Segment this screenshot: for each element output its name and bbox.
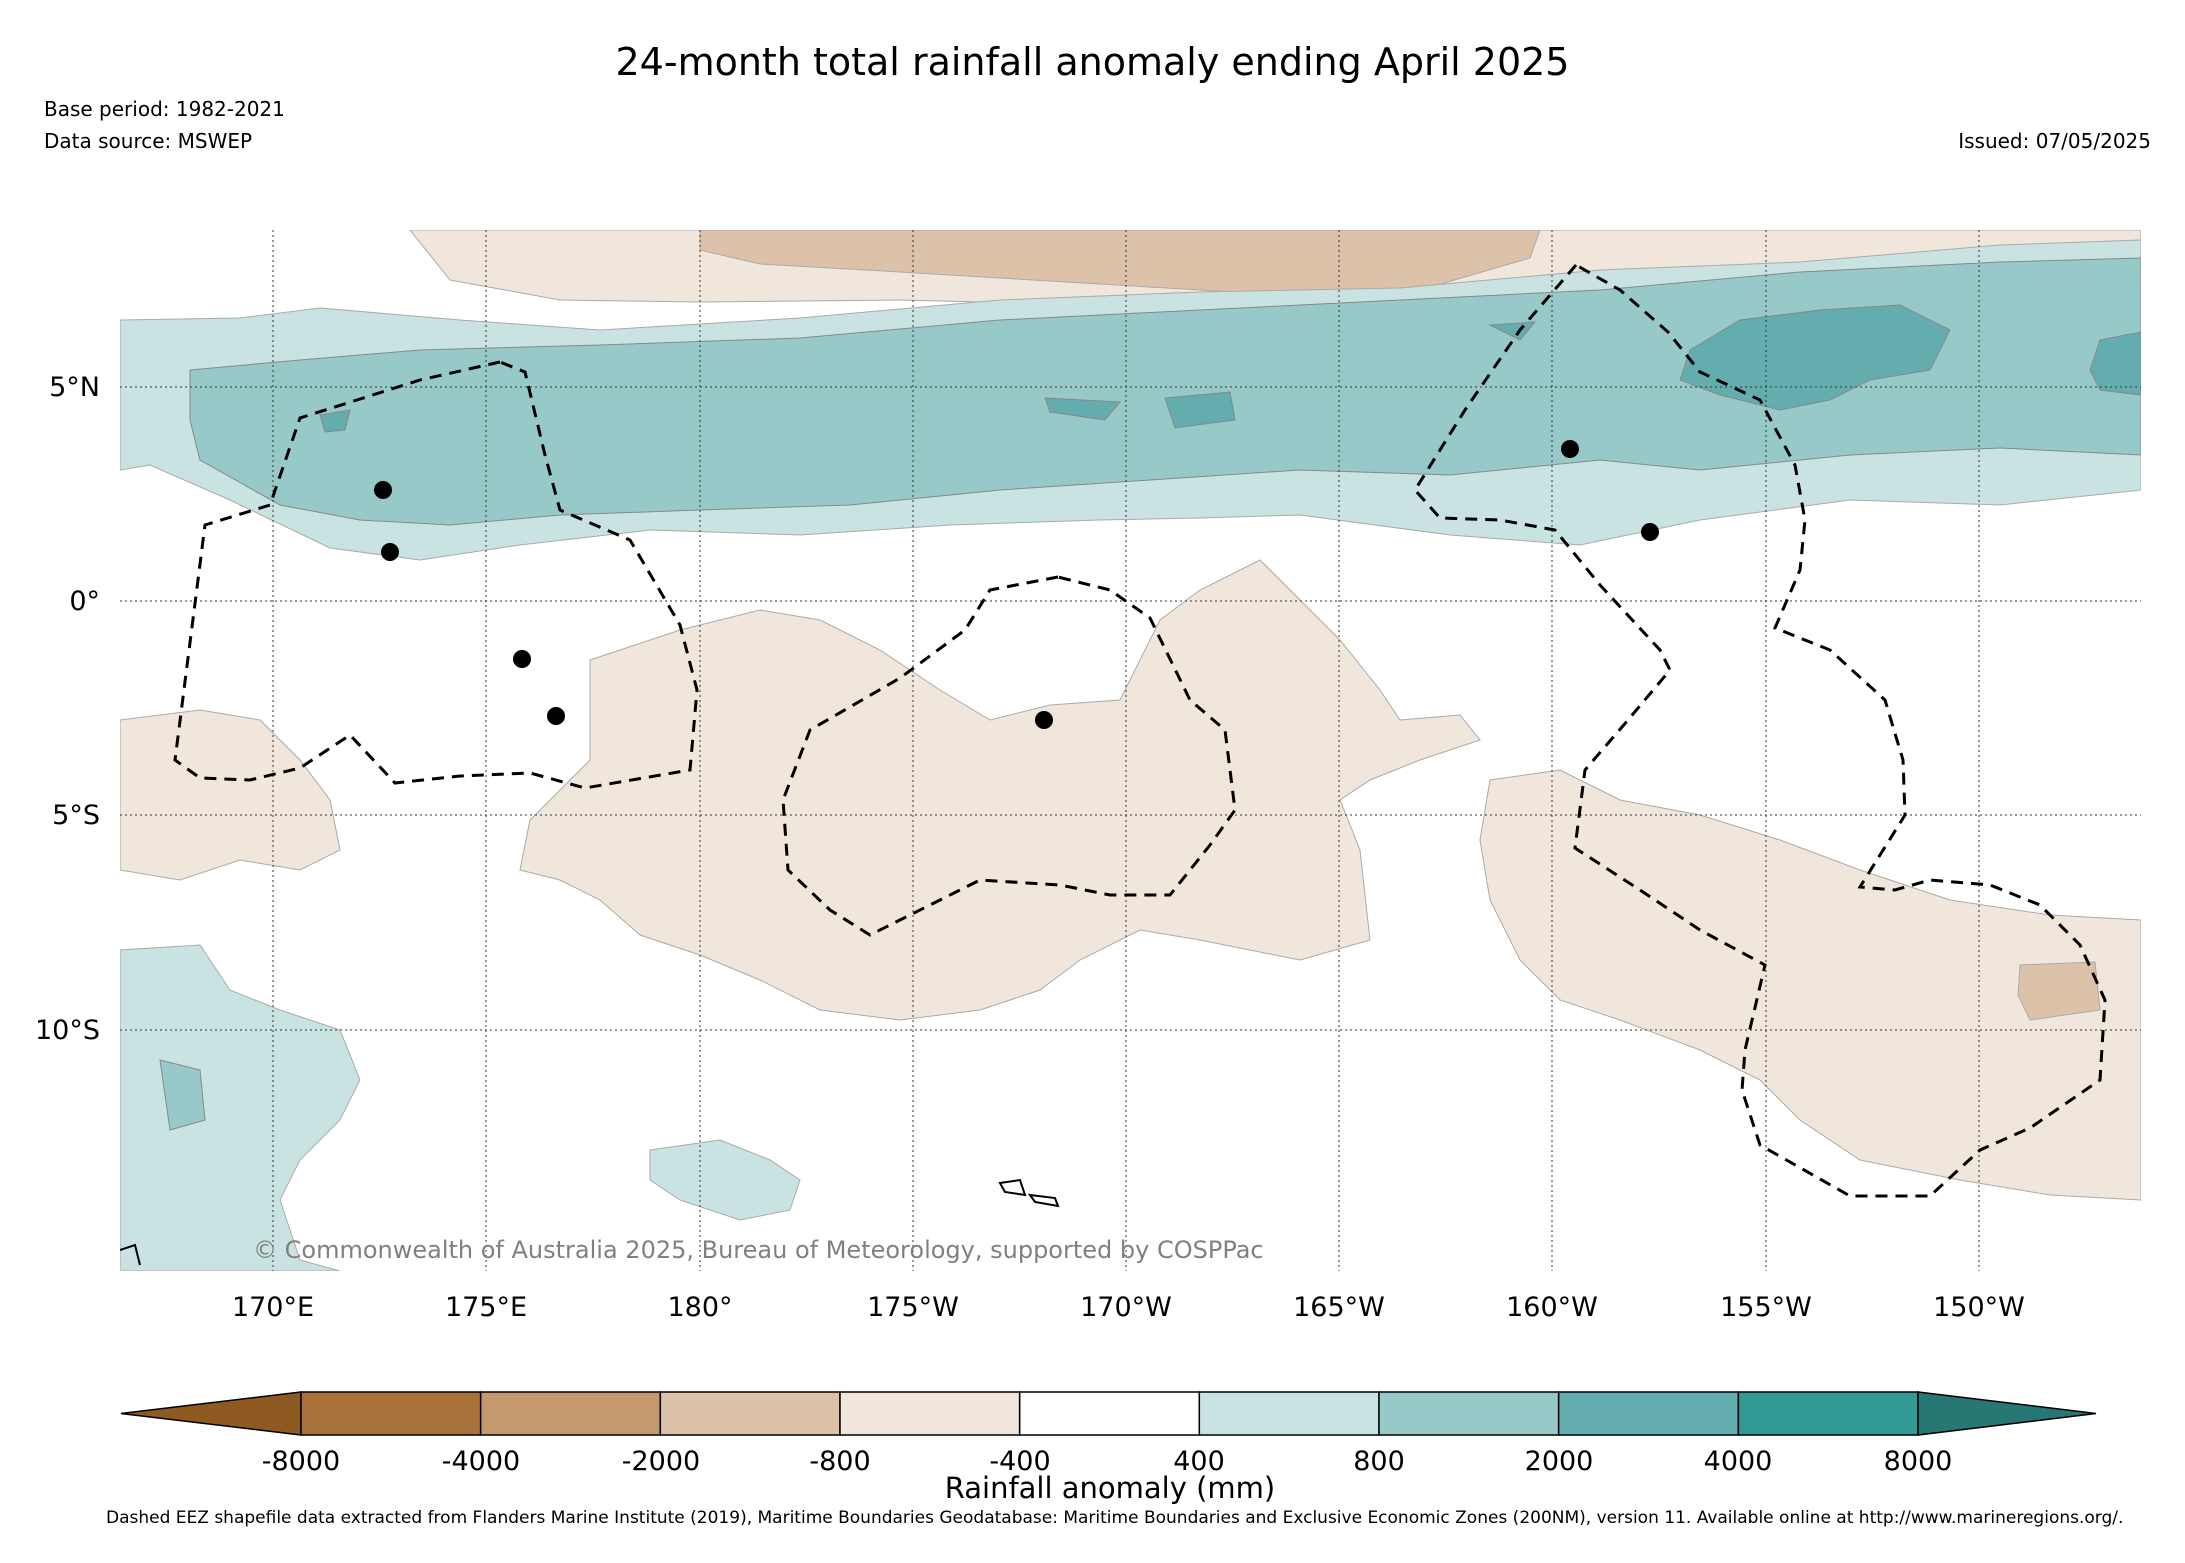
lat-label: 0° [69, 586, 100, 617]
island-marker [547, 707, 565, 725]
wet-region-southwest [120, 944, 361, 1271]
colorbar-tick-label: -8000 [262, 1446, 340, 1477]
lon-label: 170°W [1080, 1292, 1172, 1323]
wet-band-dark-4 [1044, 397, 1122, 421]
colorbar-segment [479, 1391, 662, 1436]
lon-label: 170°E [232, 1292, 314, 1323]
colorbar-tick-label: -800 [809, 1446, 870, 1477]
colorbar-segment [839, 1391, 1021, 1436]
colorbar-arrow-low [120, 1391, 302, 1436]
map-body [120, 230, 2141, 1271]
colorbar-segment [1018, 1391, 1201, 1436]
colorbar-tick-label: -4000 [442, 1446, 520, 1477]
colorbar-segment [1198, 1391, 1380, 1436]
colorbar-arrow-high [1917, 1391, 2097, 1436]
colorbar-label: Rainfall anomaly (mm) [945, 1471, 1276, 1505]
colorbar-segment [1557, 1391, 1740, 1436]
colorbar-tick-label: 800 [1353, 1446, 1405, 1477]
lon-label: 160°W [1506, 1292, 1598, 1323]
gridlines [120, 230, 2141, 1271]
dry-region-central [519, 559, 1481, 1021]
wet-band-dark-6 [319, 409, 351, 433]
island-marker [374, 481, 392, 499]
colorbar-segment [659, 1391, 841, 1436]
lat-label: 10°S [35, 1015, 100, 1046]
axis-labels: 5°N 0° 5°S 10°S 170°E 175°E 180° 175°W 1… [35, 372, 2025, 1323]
colorbar-tick-label: 400 [1173, 1446, 1225, 1477]
colorbar-tick-label: 4000 [1704, 1446, 1773, 1477]
colorbar-tick-label: -400 [989, 1446, 1050, 1477]
copyright-text: © Commonwealth of Australia 2025, Bureau… [253, 1236, 1264, 1264]
colorbar-tick-label: -2000 [622, 1446, 700, 1477]
eez-boundaries [173, 263, 2107, 1198]
wet-core-southwest [159, 1059, 206, 1131]
lon-label: 155°W [1720, 1292, 1812, 1323]
dry-region-west [120, 709, 341, 881]
colorbar-segment [1378, 1391, 1560, 1436]
coastlines [120, 1178, 1060, 1266]
lon-label: 175°E [445, 1292, 527, 1323]
colorbar-tick-label: 8000 [1884, 1446, 1953, 1477]
issued-date-text: Issued: 07/05/2025 [1958, 129, 2151, 153]
wet-band-dark-1 [1679, 304, 1951, 411]
footnote-text: Dashed EEZ shapefile data extracted from… [106, 1508, 2124, 1528]
colorbar-segment [300, 1391, 482, 1436]
dry-core-east [2017, 961, 2101, 1021]
data-source-text: Data source: MSWEP [44, 129, 253, 153]
colorbar-ticks: -8000 -4000 -2000 -800 -400 400 800 2000… [262, 1446, 1953, 1477]
base-period-text: Base period: 1982-2021 [44, 97, 285, 121]
wet-band-dark-3 [1164, 391, 1236, 429]
island-marker [1641, 523, 1659, 541]
wet-region-south-central [649, 1139, 801, 1221]
lat-label: 5°S [52, 800, 100, 831]
dry-region-north-core [699, 230, 1541, 297]
island-marker [513, 650, 531, 668]
wet-band-medium [189, 257, 2141, 526]
colorbar-tick-label: 2000 [1525, 1446, 1594, 1477]
island-marker [381, 543, 399, 561]
wet-band-dark-2 [2089, 331, 2141, 396]
lat-label: 5°N [49, 372, 100, 403]
lon-label: 165°W [1293, 1292, 1385, 1323]
island-markers [374, 440, 1659, 729]
island-marker [1561, 440, 1579, 458]
lon-label: 180° [667, 1292, 732, 1323]
colorbar [120, 1391, 2097, 1436]
map-title: 24-month total rainfall anomaly ending A… [615, 40, 1570, 84]
dry-region-east [1479, 769, 2141, 1201]
island-marker [1035, 711, 1053, 729]
colorbar-segment [1737, 1391, 1919, 1436]
lon-label: 150°W [1933, 1292, 2025, 1323]
lon-label: 175°W [867, 1292, 959, 1323]
